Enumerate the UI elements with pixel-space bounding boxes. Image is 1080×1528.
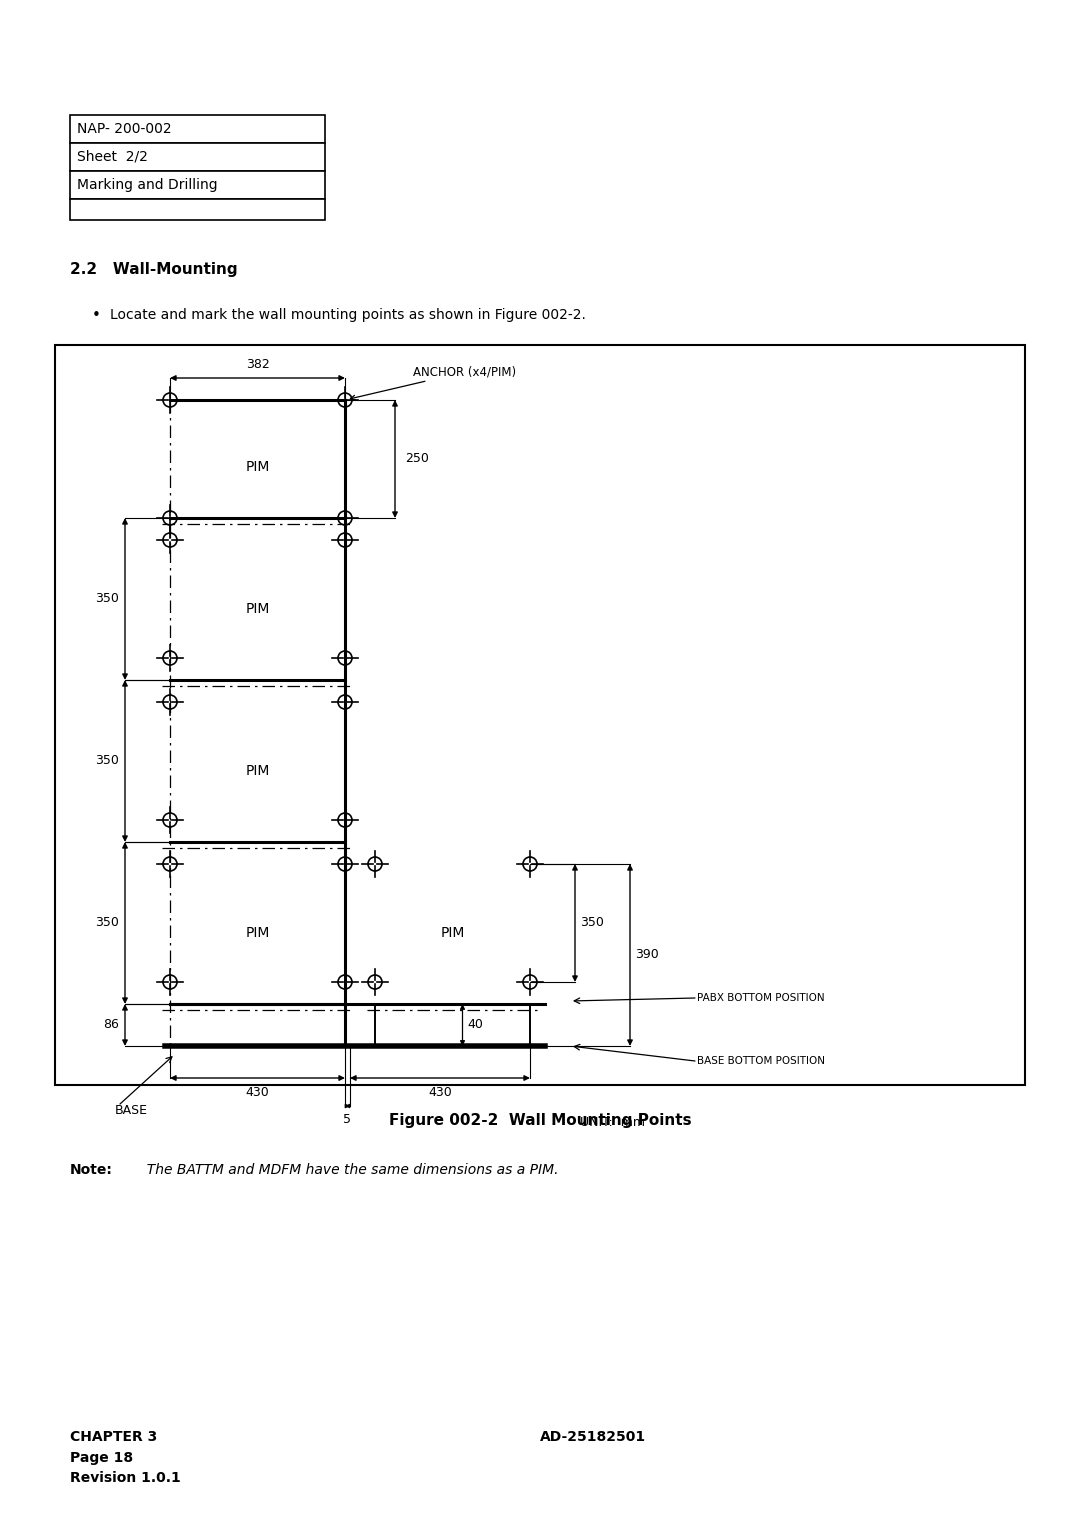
Text: Locate and mark the wall mounting points as shown in Figure 002-2.: Locate and mark the wall mounting points… xyxy=(110,309,585,322)
Text: BASE BOTTOM POSITION: BASE BOTTOM POSITION xyxy=(697,1056,825,1067)
Text: AD-25182501: AD-25182501 xyxy=(540,1430,646,1444)
Text: 430: 430 xyxy=(245,1086,269,1099)
Text: 350: 350 xyxy=(95,755,119,767)
Text: BASE: BASE xyxy=(114,1105,148,1117)
Bar xyxy=(70,199,325,220)
Text: 2.2   Wall-Mounting: 2.2 Wall-Mounting xyxy=(70,261,238,277)
Text: PABX BOTTOM POSITION: PABX BOTTOM POSITION xyxy=(697,993,825,1002)
Bar xyxy=(70,115,325,144)
Text: PIM: PIM xyxy=(245,460,270,474)
Bar xyxy=(70,144,325,171)
Text: 382: 382 xyxy=(245,358,269,371)
Text: PIM: PIM xyxy=(441,926,464,940)
Text: UNIT:  mm: UNIT: mm xyxy=(580,1115,645,1129)
Text: Marking and Drilling: Marking and Drilling xyxy=(77,177,218,193)
Text: 40: 40 xyxy=(468,1019,484,1031)
Text: CHAPTER 3
Page 18
Revision 1.0.1: CHAPTER 3 Page 18 Revision 1.0.1 xyxy=(70,1430,180,1485)
Text: 350: 350 xyxy=(95,917,119,929)
Text: 350: 350 xyxy=(580,917,604,929)
Text: 5: 5 xyxy=(343,1112,351,1126)
Text: 86: 86 xyxy=(103,1019,119,1031)
Text: ANCHOR (x4/PIM): ANCHOR (x4/PIM) xyxy=(350,365,516,400)
Text: The BATTM and MDFM have the same dimensions as a PIM.: The BATTM and MDFM have the same dimensi… xyxy=(138,1163,558,1177)
Text: 430: 430 xyxy=(428,1086,451,1099)
Bar xyxy=(55,345,1025,1085)
Text: 250: 250 xyxy=(405,452,429,466)
Text: 350: 350 xyxy=(95,593,119,605)
Text: PIM: PIM xyxy=(245,602,270,616)
Text: Figure 002-2  Wall Mounting Points: Figure 002-2 Wall Mounting Points xyxy=(389,1112,691,1128)
Text: PIM: PIM xyxy=(245,926,270,940)
Text: PIM: PIM xyxy=(245,764,270,778)
Text: •: • xyxy=(92,309,100,322)
Text: Sheet  2/2: Sheet 2/2 xyxy=(77,150,148,163)
Text: NAP- 200-002: NAP- 200-002 xyxy=(77,122,172,136)
Text: Note:: Note: xyxy=(70,1163,113,1177)
Text: 390: 390 xyxy=(635,949,659,961)
Bar xyxy=(70,171,325,199)
